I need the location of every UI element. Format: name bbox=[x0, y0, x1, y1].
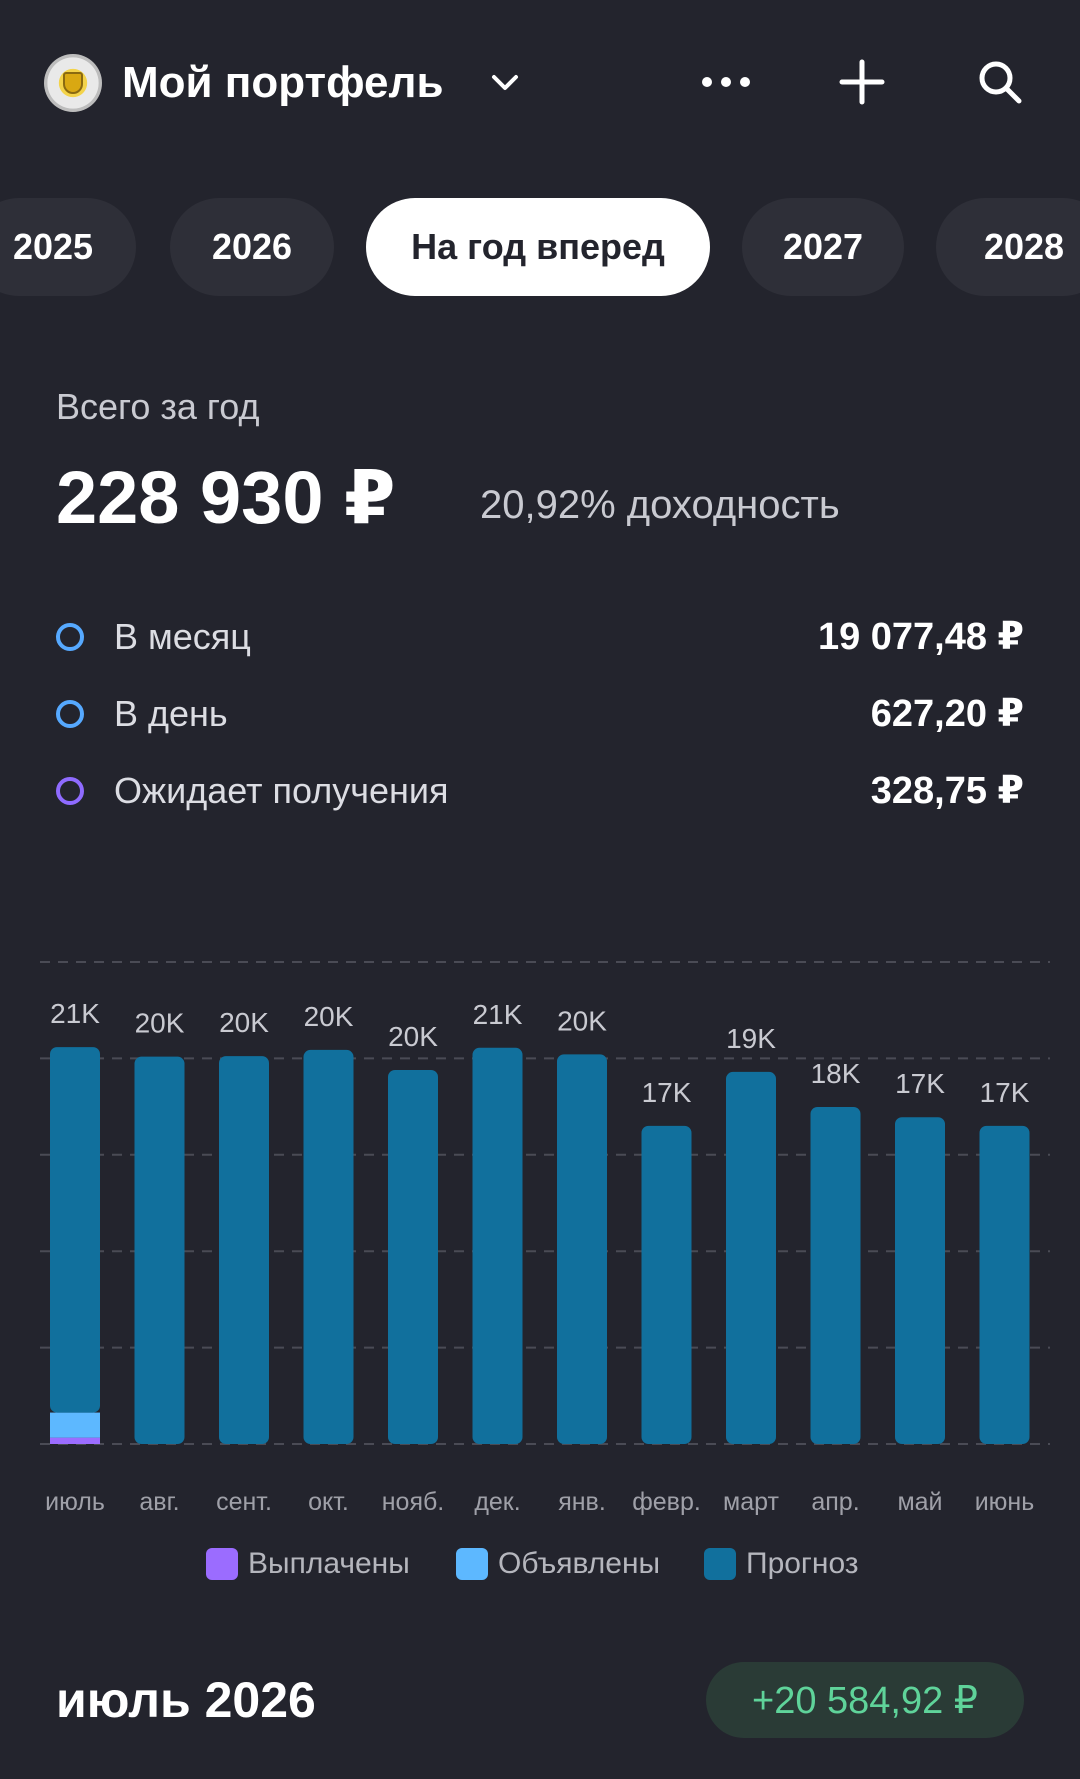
category-label: нояб. bbox=[382, 1488, 445, 1516]
bank-logo[interactable] bbox=[44, 54, 102, 112]
bar-segment[interactable] bbox=[557, 1054, 607, 1444]
bar-value-label: 21K bbox=[50, 998, 100, 1029]
chevron-down-icon[interactable] bbox=[488, 66, 522, 100]
bar-value-label: 17K bbox=[980, 1077, 1030, 1108]
bar-value-label: 20K bbox=[135, 1008, 185, 1039]
category-label: февр. bbox=[632, 1488, 701, 1516]
stat-label: В месяц bbox=[114, 616, 251, 657]
tab-2025[interactable]: 2025 bbox=[0, 198, 136, 296]
category-label: дек. bbox=[474, 1488, 520, 1516]
bar-segment[interactable] bbox=[641, 1125, 692, 1444]
stat-label: Ожидает получения bbox=[114, 770, 449, 811]
legend-label: Прогноз bbox=[746, 1547, 859, 1580]
stat-dot-icon bbox=[56, 777, 84, 805]
chart-legend: Выплачены Объявлены Прогноз bbox=[0, 1542, 1080, 1586]
bar-value-label: 20K bbox=[219, 1007, 269, 1038]
category-label: март bbox=[723, 1488, 779, 1516]
bar-segment[interactable] bbox=[50, 1437, 100, 1444]
bar-segment[interactable] bbox=[134, 1056, 185, 1444]
category-label: янв. bbox=[558, 1488, 606, 1516]
month-title: июль 2026 bbox=[56, 1672, 316, 1728]
bar-value-label: 19K bbox=[726, 1023, 776, 1054]
more-icon[interactable] bbox=[696, 52, 756, 112]
bar-segment[interactable] bbox=[810, 1106, 861, 1444]
month-amount-badge: +20 584,92 ₽ bbox=[706, 1662, 1024, 1738]
bar-segment[interactable] bbox=[726, 1071, 776, 1444]
bar-segment[interactable] bbox=[472, 1047, 523, 1444]
year-tabs: 2025 2026 На год вперед 2027 2028 bbox=[0, 198, 1080, 298]
stat-row-day: В день 627,20 ₽ bbox=[56, 691, 1024, 741]
bar-value-label: 20K bbox=[557, 1005, 607, 1036]
stat-value: 328,75 ₽ bbox=[870, 770, 1024, 812]
stat-row-month: В месяц 19 077,48 ₽ bbox=[56, 614, 1024, 664]
legend-swatch bbox=[206, 1548, 238, 1580]
bar-value-label: 18K bbox=[811, 1058, 861, 1089]
dividends-bar-chart: 21K июль 20K авг. 20K сент. 20K окт. 20K нояб. 21K… bbox=[40, 961, 1050, 1516]
legend-swatch bbox=[456, 1548, 488, 1580]
bar-value-label: 20K bbox=[304, 1001, 354, 1032]
bar-segment[interactable] bbox=[50, 1047, 100, 1413]
stat-row-pending: Ожидает получения 328,75 ₽ bbox=[56, 768, 1024, 818]
tab-year-ahead[interactable]: На год вперед bbox=[366, 198, 710, 296]
stat-value: 19 077,48 ₽ bbox=[817, 616, 1024, 658]
yield-value: 20,92% доходность bbox=[480, 483, 840, 527]
stat-dot-icon bbox=[56, 700, 84, 728]
top-bar: Мой портфель bbox=[0, 0, 1080, 170]
plus-icon[interactable] bbox=[832, 52, 892, 112]
stat-label: В день bbox=[114, 693, 228, 734]
legend-item-forecast: Прогноз bbox=[704, 1542, 859, 1586]
bar-value-label: 17K bbox=[895, 1068, 945, 1099]
search-icon[interactable] bbox=[970, 52, 1030, 112]
bar-segment[interactable] bbox=[895, 1117, 945, 1444]
category-label: май bbox=[897, 1488, 942, 1516]
stat-value: 627,20 ₽ bbox=[870, 693, 1024, 735]
tab-2026[interactable]: 2026 bbox=[170, 198, 334, 296]
bar-value-label: 17K bbox=[642, 1077, 692, 1108]
category-label: июнь bbox=[975, 1488, 1035, 1516]
category-label: сент. bbox=[216, 1488, 272, 1516]
tab-2028[interactable]: 2028 bbox=[936, 198, 1080, 296]
bar-segment[interactable] bbox=[219, 1056, 269, 1444]
portfolio-title[interactable]: Мой портфель bbox=[122, 58, 444, 107]
bar-value-label: 21K bbox=[473, 999, 523, 1030]
total-value: 228 930 ₽ bbox=[56, 456, 396, 539]
total-label: Всего за год bbox=[56, 386, 260, 427]
legend-item-paid: Выплачены bbox=[206, 1542, 410, 1586]
legend-label: Объявлены bbox=[498, 1547, 661, 1580]
bar-segment[interactable] bbox=[303, 1049, 354, 1444]
category-label: авг. bbox=[139, 1488, 179, 1516]
category-label: июль bbox=[45, 1488, 105, 1516]
legend-swatch bbox=[704, 1548, 736, 1580]
bar-segment[interactable] bbox=[388, 1069, 438, 1444]
bar-value-label: 20K bbox=[388, 1021, 438, 1052]
bar-segment[interactable] bbox=[979, 1125, 1030, 1444]
legend-label: Выплачены bbox=[248, 1547, 410, 1580]
category-label: окт. bbox=[308, 1488, 349, 1516]
bar-segment[interactable] bbox=[50, 1412, 100, 1438]
legend-item-announced: Объявлены bbox=[456, 1542, 660, 1586]
stat-dot-icon bbox=[56, 623, 84, 651]
category-label: апр. bbox=[811, 1488, 859, 1516]
tab-2027[interactable]: 2027 bbox=[742, 198, 904, 296]
